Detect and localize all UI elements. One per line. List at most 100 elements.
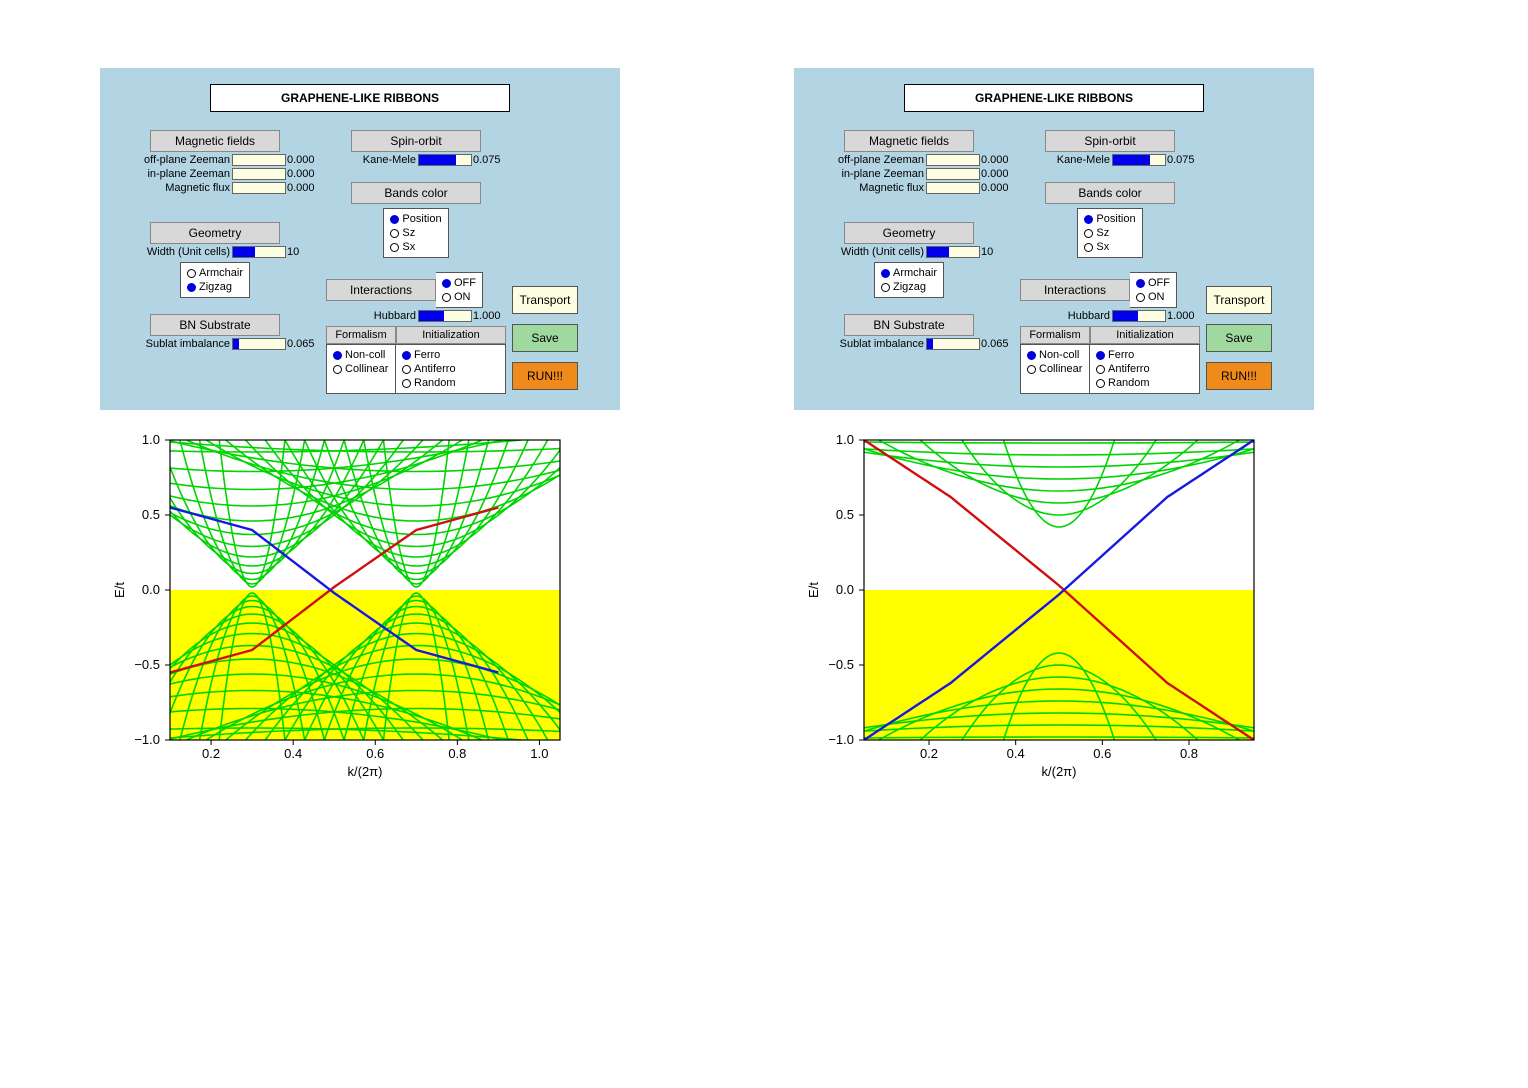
panel-title: GRAPHENE-LIKE RIBBONS [210,84,510,112]
radio-label: Collinear [1039,362,1082,376]
svg-text:0.8: 0.8 [448,746,466,761]
radio-dot-icon [333,365,342,374]
width-slider[interactable]: Width (Unit cells) 10 [110,246,320,258]
width-slider[interactable]: Width (Unit cells) 10 [804,246,1014,258]
in-plane-zeeman-slider[interactable]: in-plane Zeeman 0.000 [110,168,320,180]
radio-dot-icon [1096,365,1105,374]
radio-dot-icon [881,283,890,292]
interactions-onoff-radios[interactable]: OFFON [1130,272,1177,308]
radio-label: Antiferro [414,362,456,376]
radio-option[interactable]: ON [442,290,476,304]
sublat-slider[interactable]: Sublat imbalance 0.065 [110,338,320,350]
radio-dot-icon [881,269,890,278]
svg-text:0.5: 0.5 [142,507,160,522]
svg-text:E/t: E/t [112,582,127,598]
edge-type-radios[interactable]: ArmchairZigzag [180,262,250,298]
hubbard-slider[interactable]: Hubbard 1.000 [326,310,506,322]
radio-label: ON [1148,290,1165,304]
edge-type-radios[interactable]: ArmchairZigzag [874,262,944,298]
formalism-radios[interactable]: Non-collCollinear [1020,344,1090,394]
bn-header: BN Substrate [844,314,974,336]
kanemele-slider[interactable]: Kane-Mele 0.075 [1020,154,1200,166]
formalism-radios[interactable]: Non-collCollinear [326,344,396,394]
magnetic-flux-slider[interactable]: Magnetic flux 0.000 [110,182,320,194]
radio-dot-icon [1136,279,1145,288]
radio-option[interactable]: ON [1136,290,1170,304]
radio-label: OFF [1148,276,1170,290]
save-button[interactable]: Save [512,324,578,352]
off-plane-zeeman-slider[interactable]: off-plane Zeeman 0.000 [804,154,1014,166]
radio-dot-icon [390,215,399,224]
transport-button[interactable]: Transport [512,286,578,314]
bands-color-header: Bands color [351,182,481,204]
initialization-radios[interactable]: FerroAntiferroRandom [1090,344,1200,394]
radio-label: Ferro [414,348,440,362]
svg-text:k/(2π): k/(2π) [1042,764,1077,779]
initialization-header: Initialization [396,326,506,344]
svg-text:−0.5: −0.5 [828,657,854,672]
svg-text:0.6: 0.6 [1093,746,1111,761]
interactions-onoff-radios[interactable]: OFFON [436,272,483,308]
radio-option[interactable]: Collinear [1027,362,1083,376]
radio-label: Ferro [1108,348,1134,362]
bands-color-radios[interactable]: PositionSzSx [1077,208,1142,258]
slider-label: off-plane Zeeman [110,154,232,166]
radio-option[interactable]: Sz [390,226,441,240]
radio-option[interactable]: Non-coll [333,348,389,362]
svg-text:−1.0: −1.0 [828,732,854,747]
radio-option[interactable]: OFF [442,276,476,290]
radio-option[interactable]: Armchair [881,266,937,280]
kanemele-slider[interactable]: Kane-Mele 0.075 [326,154,506,166]
radio-option[interactable]: Zigzag [881,280,937,294]
radio-option[interactable]: Armchair [187,266,243,280]
save-button[interactable]: Save [1206,324,1272,352]
radio-dot-icon [333,351,342,360]
radio-option[interactable]: Non-coll [1027,348,1083,362]
radio-option[interactable]: Sx [1084,240,1135,254]
radio-option[interactable]: Zigzag [187,280,243,294]
run-button[interactable]: RUN!!! [1206,362,1272,390]
radio-label: Non-coll [1039,348,1079,362]
radio-label: Zigzag [199,280,232,294]
svg-text:0.0: 0.0 [836,582,854,597]
radio-option[interactable]: Ferro [402,348,499,362]
radio-label: Random [414,376,456,390]
radio-option[interactable]: OFF [1136,276,1170,290]
interactions-header: Interactions [326,279,436,301]
radio-label: Sz [1096,226,1109,240]
sublat-slider[interactable]: Sublat imbalance 0.065 [804,338,1014,350]
radio-option[interactable]: Position [1084,212,1135,226]
hubbard-slider[interactable]: Hubbard 1.000 [1020,310,1200,322]
control-panel-right: GRAPHENE-LIKE RIBBONS Magnetic fields of… [794,68,1314,410]
bands-color-header: Bands color [1045,182,1175,204]
radio-label: ON [454,290,471,304]
radio-option[interactable]: Random [402,376,499,390]
radio-label: Collinear [345,362,388,376]
svg-text:0.0: 0.0 [142,582,160,597]
svg-text:1.0: 1.0 [142,432,160,447]
radio-option[interactable]: Position [390,212,441,226]
initialization-header: Initialization [1090,326,1200,344]
magnetic-header: Magnetic fields [844,130,974,152]
off-plane-zeeman-slider[interactable]: off-plane Zeeman 0.000 [110,154,320,166]
radio-option[interactable]: Ferro [1096,348,1193,362]
radio-option[interactable]: Antiferro [1096,362,1193,376]
radio-dot-icon [1096,351,1105,360]
radio-option[interactable]: Antiferro [402,362,499,376]
svg-text:−1.0: −1.0 [134,732,160,747]
radio-option[interactable]: Collinear [333,362,389,376]
band-structure-chart-right: 0.20.40.60.8−1.0−0.50.00.51.0k/(2π)E/t [794,430,1314,790]
radio-option[interactable]: Sz [1084,226,1135,240]
radio-dot-icon [1084,229,1093,238]
run-button[interactable]: RUN!!! [512,362,578,390]
panel-title: GRAPHENE-LIKE RIBBONS [904,84,1204,112]
magnetic-flux-slider[interactable]: Magnetic flux 0.000 [804,182,1014,194]
radio-option[interactable]: Random [1096,376,1193,390]
band-structure-chart-left: 0.20.40.60.81.0−1.0−0.50.00.51.0k/(2π)E/… [100,430,620,790]
initialization-radios[interactable]: FerroAntiferroRandom [396,344,506,394]
transport-button[interactable]: Transport [1206,286,1272,314]
in-plane-zeeman-slider[interactable]: in-plane Zeeman 0.000 [804,168,1014,180]
svg-text:k/(2π): k/(2π) [348,764,383,779]
bands-color-radios[interactable]: PositionSzSx [383,208,448,258]
radio-option[interactable]: Sx [390,240,441,254]
